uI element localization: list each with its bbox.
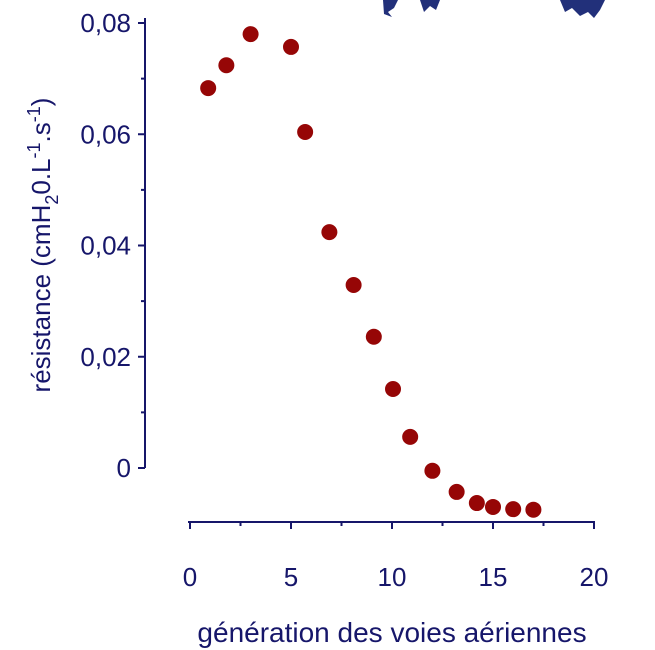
point xyxy=(505,501,522,518)
x-tick-label: 15 xyxy=(479,562,508,592)
point xyxy=(424,462,441,479)
x-tick-label: 10 xyxy=(378,562,407,592)
point xyxy=(218,57,235,74)
point xyxy=(365,328,382,345)
y-tick-label: 0,04 xyxy=(80,231,131,261)
y-label-part: .s xyxy=(26,122,56,142)
point xyxy=(468,495,485,512)
y-label-part: résistance (cmH xyxy=(26,205,56,393)
point xyxy=(283,38,299,55)
y-label-part: ) xyxy=(26,98,56,107)
y-label-part: -1 xyxy=(24,106,44,122)
point xyxy=(402,428,419,445)
y-label-part: 0.L xyxy=(26,158,56,194)
point xyxy=(297,124,314,141)
point xyxy=(242,26,259,43)
point xyxy=(448,483,465,500)
y-tick-label: 0,02 xyxy=(80,342,131,372)
y-axis-label: résistance (cmH20.L-1.s-1) xyxy=(24,98,62,393)
y-tick-label: 0,08 xyxy=(80,8,131,38)
point xyxy=(485,498,501,515)
y-tick-label: 0 xyxy=(117,453,131,483)
x-tick-label: 20 xyxy=(580,562,609,592)
x-tick-label: 5 xyxy=(284,562,298,592)
point xyxy=(321,224,338,241)
x-axis-label: génération des voies aériennes xyxy=(197,617,586,648)
point xyxy=(385,381,402,398)
x-tick-label: 0 xyxy=(183,562,197,592)
point xyxy=(200,80,217,97)
point xyxy=(525,501,542,518)
y-label-part: 2 xyxy=(42,195,62,205)
decor-image xyxy=(383,0,605,18)
point xyxy=(345,276,362,293)
y-label-part: -1 xyxy=(24,142,44,158)
y-tick-label: 0,06 xyxy=(80,119,131,149)
